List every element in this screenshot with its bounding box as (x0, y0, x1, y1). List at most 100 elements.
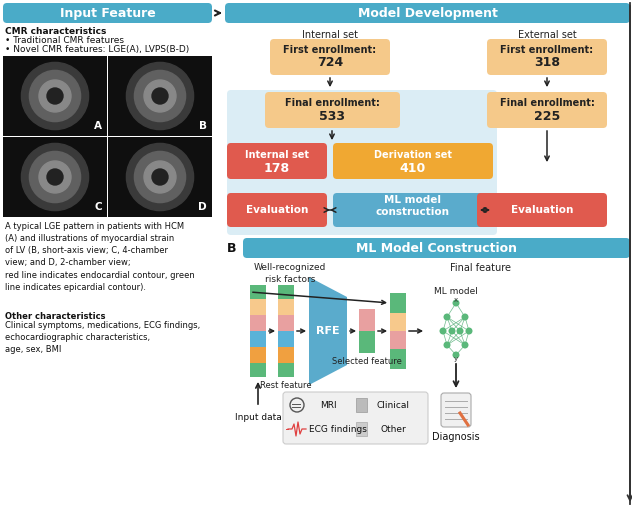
Bar (250, 331, 266, 347)
Text: Internal set: Internal set (245, 150, 309, 160)
Circle shape (444, 342, 451, 348)
Circle shape (466, 328, 473, 335)
Text: MRI: MRI (320, 401, 336, 410)
Circle shape (456, 328, 463, 335)
FancyBboxPatch shape (225, 3, 630, 23)
Bar (278, 347, 294, 363)
Bar (250, 299, 266, 315)
FancyBboxPatch shape (265, 92, 400, 128)
Circle shape (453, 351, 459, 358)
Bar (359, 309, 375, 331)
Text: Diagnosis: Diagnosis (432, 432, 480, 442)
Text: ML model
construction: ML model construction (376, 195, 450, 217)
Text: Rest feature: Rest feature (260, 381, 312, 390)
FancyBboxPatch shape (477, 193, 607, 227)
FancyBboxPatch shape (227, 193, 327, 227)
Text: B: B (199, 121, 207, 131)
Text: A: A (94, 121, 102, 131)
Bar (390, 313, 406, 331)
Bar (390, 331, 406, 349)
Bar (250, 347, 266, 363)
Circle shape (461, 313, 468, 320)
Text: CMR characteristics: CMR characteristics (5, 27, 106, 36)
Text: Final enrollment:: Final enrollment: (499, 98, 595, 108)
Bar (278, 331, 294, 347)
Text: 318: 318 (534, 56, 560, 69)
FancyBboxPatch shape (333, 193, 493, 227)
Text: RFE: RFE (316, 326, 340, 336)
Circle shape (152, 169, 168, 185)
Text: 724: 724 (317, 56, 343, 69)
Text: ML model: ML model (434, 287, 478, 296)
Text: Derivation set: Derivation set (374, 150, 452, 160)
Text: Internal set: Internal set (302, 30, 358, 40)
Text: Input Feature: Input Feature (59, 7, 155, 19)
Circle shape (30, 152, 81, 203)
FancyBboxPatch shape (283, 392, 428, 444)
Text: Selected feature: Selected feature (332, 357, 402, 366)
Bar (356, 398, 367, 412)
FancyBboxPatch shape (333, 143, 493, 179)
Circle shape (30, 70, 81, 122)
Text: D: D (198, 202, 207, 212)
Text: x: x (454, 297, 458, 303)
Text: B: B (227, 242, 236, 255)
Circle shape (449, 328, 456, 335)
Text: • Traditional CMR features: • Traditional CMR features (5, 36, 124, 45)
FancyBboxPatch shape (3, 3, 212, 23)
Text: Other characteristics: Other characteristics (5, 312, 106, 321)
Text: Evaluation: Evaluation (511, 205, 573, 215)
Circle shape (39, 80, 71, 112)
Circle shape (47, 169, 63, 185)
Circle shape (135, 152, 186, 203)
Text: First enrollment:: First enrollment: (283, 45, 377, 55)
Text: y: y (454, 356, 458, 362)
FancyBboxPatch shape (227, 90, 497, 235)
Text: Input data: Input data (234, 413, 281, 422)
Bar (278, 285, 294, 299)
Bar (3, 56, 107, 136)
Circle shape (21, 143, 88, 210)
FancyBboxPatch shape (227, 143, 327, 179)
Bar (278, 299, 294, 315)
Bar (278, 315, 294, 331)
Text: First enrollment:: First enrollment: (501, 45, 593, 55)
Text: External set: External set (518, 30, 576, 40)
Circle shape (439, 328, 446, 335)
Bar (390, 349, 406, 369)
Text: ML Model Construction: ML Model Construction (356, 241, 517, 255)
Circle shape (47, 88, 63, 104)
Text: A typical LGE pattern in patients with HCM
(A) and illustrations of myocardial s: A typical LGE pattern in patients with H… (5, 222, 195, 292)
Circle shape (135, 70, 186, 122)
Text: Final enrollment:: Final enrollment: (284, 98, 379, 108)
Text: 533: 533 (319, 110, 345, 123)
Circle shape (21, 62, 88, 130)
Bar (250, 363, 266, 377)
Bar (3, 137, 107, 217)
Circle shape (144, 161, 176, 193)
FancyBboxPatch shape (441, 393, 471, 427)
FancyBboxPatch shape (243, 238, 630, 258)
Text: Clinical symptoms, medications, ECG findings,
echocardiographic characteristics,: Clinical symptoms, medications, ECG find… (5, 321, 200, 354)
FancyBboxPatch shape (487, 92, 607, 128)
Text: C: C (94, 202, 102, 212)
Text: • Novel CMR features: LGE(A), LVPS(B-D): • Novel CMR features: LGE(A), LVPS(B-D) (5, 45, 189, 54)
Circle shape (453, 300, 459, 307)
Circle shape (461, 342, 468, 348)
Text: ECG findings: ECG findings (309, 424, 367, 433)
Text: Other: Other (380, 424, 406, 433)
Circle shape (152, 88, 168, 104)
Polygon shape (309, 277, 347, 385)
FancyBboxPatch shape (487, 39, 607, 75)
Circle shape (126, 143, 193, 210)
Bar (356, 422, 367, 436)
Circle shape (126, 62, 193, 130)
Text: 225: 225 (534, 110, 560, 123)
Text: Well-recognized
risk factors: Well-recognized risk factors (254, 263, 326, 284)
Bar (278, 363, 294, 377)
FancyBboxPatch shape (270, 39, 390, 75)
Text: Final feature: Final feature (449, 263, 511, 273)
Bar (250, 315, 266, 331)
Text: 410: 410 (400, 162, 426, 174)
Text: Clinical: Clinical (377, 401, 410, 410)
